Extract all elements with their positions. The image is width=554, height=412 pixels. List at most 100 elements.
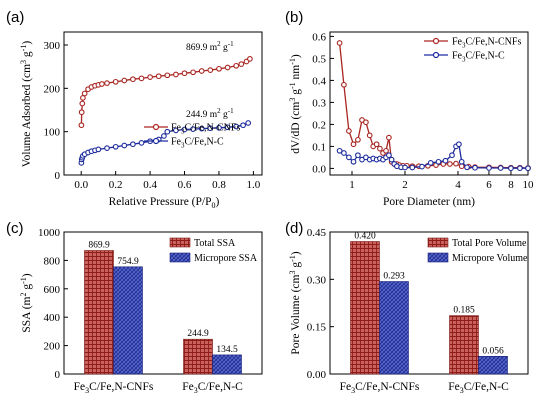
series-b-0-point-2	[346, 128, 352, 134]
series-a-0-point-2	[79, 100, 86, 107]
plot-frame-c	[63, 231, 263, 375]
series-a-1-point-26	[240, 122, 246, 129]
bar-c-0-0	[84, 250, 114, 375]
ylabel-d: Pore Volume (cm3 g-1)	[288, 251, 302, 354]
series-b-1-point-27	[458, 158, 465, 165]
bar-label-c-0-0: 869.9	[88, 240, 110, 250]
legend-label-cnfs: Fe3C/Fe,N-CNFs	[171, 123, 240, 136]
series-a-0-point-25	[233, 62, 240, 69]
legend-swatch-total-ssa	[169, 237, 191, 248]
series-a-0-point-11	[112, 78, 119, 85]
legend-label-c: Fe3C/Fe,N-C	[171, 137, 224, 150]
series-b-0-point-0	[336, 40, 343, 46]
legend-swatch-total-pore-volume	[427, 237, 449, 248]
ytick-label-d-1: 0.15	[307, 322, 327, 334]
series-a-0-point-12	[121, 77, 128, 84]
series-a-0-point-4	[81, 90, 88, 97]
legend-swatch-micropore-ssa	[169, 252, 191, 263]
series-a-1-point-11	[121, 142, 128, 149]
series-b-1-point-18	[402, 164, 408, 171]
legend-marker-cnfs-b	[432, 37, 440, 45]
legend-marker-c-b	[432, 51, 440, 59]
series-b-1-point-22	[435, 158, 442, 165]
ytick-label-a-2: 200	[44, 83, 61, 95]
axes-a: 0.0 0.2 0.4 0.6 0.8 1.0 0 100 200 300	[44, 40, 261, 191]
ytick-label-b-5: 0.5	[312, 53, 326, 65]
xtick-label-b-1: 2	[402, 179, 408, 191]
series-b-0-point-12	[383, 147, 389, 154]
series-a-0-point-20	[190, 69, 196, 76]
series-b-0-point-7	[366, 132, 373, 139]
series-group-a	[78, 56, 253, 166]
series-a-1-point-27	[245, 120, 252, 126]
series-a-1-point-21	[198, 125, 205, 132]
series-a-0-point-14	[138, 75, 145, 82]
panel-c-ssa-bars: (c) 0 200 400 600 800 1000 Fe3C/Fe,N-CNFs Fe3C/…	[6, 220, 263, 395]
series-a-0-point-13	[130, 76, 136, 83]
annotation-ssa-cnfs: 869.9 m2 g-1	[186, 40, 234, 53]
ytick-label-b-3: 0.3	[312, 97, 326, 109]
legend-label-cnfs-b: Fe3C/Fe,N-CNFs	[452, 37, 521, 50]
series-a-1-point-16	[161, 133, 167, 139]
legend-label-total-ssa: Total SSA	[194, 238, 236, 249]
series-b-1-point-32	[508, 165, 514, 172]
series-a-0-point-24	[224, 64, 231, 71]
series-a-1-point-25	[233, 123, 240, 130]
series-a-0-point-28	[247, 56, 253, 62]
ytick-label-b-2: 0.2	[312, 119, 326, 131]
plot-frame-d	[329, 231, 529, 375]
series-a-1-point-22	[207, 125, 214, 132]
series-b-1-point-4	[355, 152, 361, 159]
series-a-1-point-9	[104, 145, 110, 151]
panel-label-b: (b)	[285, 9, 303, 26]
series-a-0-point-9	[99, 81, 105, 87]
series-a-1-point-10	[112, 143, 119, 150]
series-b-0-point-25	[447, 161, 453, 167]
series-b-1-point-28	[464, 164, 470, 171]
series-a-1-point-17	[164, 128, 171, 135]
series-b-1-point-21	[427, 160, 434, 166]
series-b-1-point-1	[341, 150, 347, 156]
ytick-label-c-0: 0	[55, 369, 61, 381]
series-b-0-point-26	[453, 160, 459, 167]
ytick-label-d-3: 0.45	[307, 227, 327, 239]
bar-c-1-0	[183, 338, 213, 375]
series-a-0-point-26	[238, 61, 245, 67]
xtick-label-b-3: 6	[486, 179, 492, 191]
xtick-label-b-0: 1	[349, 179, 355, 191]
bar-d-0-1	[379, 281, 409, 375]
series-a-0-point-21	[198, 68, 205, 74]
series-a-0-point-16	[155, 73, 162, 80]
series-b-1-point-24	[449, 152, 455, 159]
series-b-1-point-2	[346, 154, 352, 161]
category-label-c-0: Fe3C/Fe,N-CNFs	[74, 381, 154, 395]
panel-b-pore-distribution: (b) 1 2 4 6 8 10 0.0 0.1 0.2 0.3 0.4 0.5 0.6 Fe3C/Fe…	[285, 9, 534, 208]
axes-b: 1 2 4 6 8 10 0.0 0.1 0.2 0.3 0.4 0.5 0.6	[312, 31, 534, 191]
xtick-label-b-5: 10	[523, 179, 535, 191]
series-a-1-point-23	[216, 124, 222, 131]
xtick-label-a-5: 1.0	[247, 179, 261, 191]
series-b-0-point-9	[373, 141, 380, 148]
xlabel-a: Relative Pressure (P/P0)	[109, 196, 220, 210]
series-a-1-point-8	[95, 146, 102, 153]
ytick-label-a-3: 300	[44, 40, 61, 52]
series-b-1-point-33	[517, 165, 523, 172]
ytick-label-b-1: 0.1	[312, 141, 326, 153]
panel-label-c: (c)	[6, 220, 24, 237]
ytick-label-b-4: 0.4	[312, 75, 326, 87]
ytick-label-c-3: 600	[44, 284, 61, 296]
legend-c: Total SSA Micropore SSA	[169, 237, 258, 264]
bar-c-0-1	[113, 266, 143, 375]
xlabel-b: Pore Diameter (nm)	[383, 196, 475, 208]
series-b-0-point-10	[377, 145, 383, 152]
bars-group-c: 869.9 754.9 244.9 134.5	[84, 240, 242, 375]
legend-b: Fe3C/Fe,N-CNFs Fe3C/Fe,N-C	[424, 37, 521, 64]
xtick-label-b-4: 8	[508, 179, 514, 191]
series-b-0-point-6	[363, 119, 369, 126]
series-b-0-point-1	[341, 81, 347, 88]
series-a-1-point-19	[181, 126, 188, 133]
bar-c-1-1	[212, 354, 242, 375]
series-b-0-point-4	[355, 136, 361, 143]
series-b-1-point-19	[409, 164, 416, 171]
